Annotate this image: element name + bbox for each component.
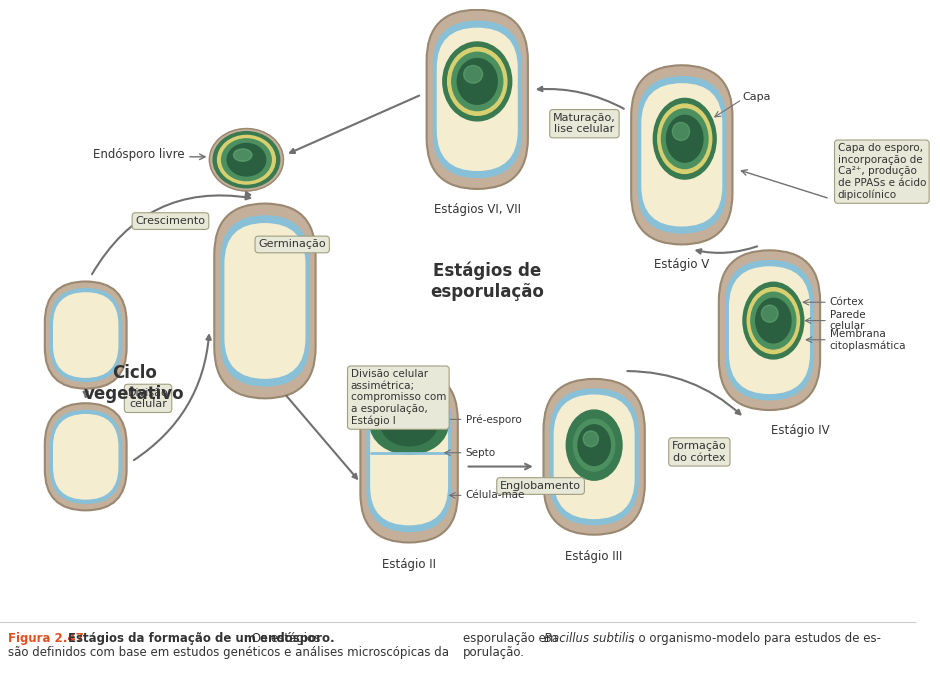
FancyBboxPatch shape <box>50 288 121 382</box>
Text: Formação
do córtex: Formação do córtex <box>672 441 727 463</box>
FancyBboxPatch shape <box>543 379 645 534</box>
Text: Membrana
citoplasmática: Membrana citoplasmática <box>830 329 906 351</box>
Text: Maturação,
lise celular: Maturação, lise celular <box>553 113 616 135</box>
Ellipse shape <box>658 104 712 173</box>
Ellipse shape <box>447 47 507 115</box>
Ellipse shape <box>370 394 448 454</box>
Text: Germinação: Germinação <box>258 239 326 249</box>
FancyBboxPatch shape <box>728 266 810 394</box>
Text: Célula-mãe: Célula-mãe <box>465 491 525 500</box>
Text: Divisão
celular: Divisão celular <box>128 388 168 409</box>
Text: Bacillus subtilis: Bacillus subtilis <box>543 632 634 645</box>
Ellipse shape <box>457 59 497 104</box>
FancyBboxPatch shape <box>50 410 121 504</box>
FancyBboxPatch shape <box>45 282 127 389</box>
Text: Englobamento: Englobamento <box>500 481 581 491</box>
Text: Estágio IV: Estágio IV <box>772 424 830 437</box>
Text: Capa: Capa <box>743 92 771 102</box>
Text: Endósporo livre: Endósporo livre <box>93 148 185 161</box>
Text: , o organismo-modelo para estudos de es-: , o organismo-modelo para estudos de es- <box>631 632 881 645</box>
Ellipse shape <box>573 419 615 471</box>
Ellipse shape <box>672 123 690 141</box>
Ellipse shape <box>393 410 418 427</box>
Ellipse shape <box>213 131 280 188</box>
FancyBboxPatch shape <box>225 223 306 379</box>
FancyBboxPatch shape <box>637 76 727 234</box>
FancyBboxPatch shape <box>367 381 452 532</box>
FancyBboxPatch shape <box>432 20 522 178</box>
FancyBboxPatch shape <box>214 204 316 398</box>
Ellipse shape <box>583 431 599 447</box>
FancyBboxPatch shape <box>631 65 732 245</box>
FancyBboxPatch shape <box>220 215 309 387</box>
Text: esporulação em: esporulação em <box>462 632 561 645</box>
Ellipse shape <box>662 109 708 168</box>
Text: são definidos com base em estudos genéticos e análises microscópicas da: são definidos com base em estudos genéti… <box>8 646 448 658</box>
Text: Estágio V: Estágio V <box>654 258 710 271</box>
FancyBboxPatch shape <box>437 28 518 171</box>
Text: Divisão celular
assimétrica;
compromisso com
a esporulação,
Estágio I: Divisão celular assimétrica; compromisso… <box>351 369 446 426</box>
Ellipse shape <box>747 288 800 354</box>
FancyBboxPatch shape <box>554 394 634 519</box>
FancyBboxPatch shape <box>725 260 814 400</box>
Ellipse shape <box>761 305 778 322</box>
FancyBboxPatch shape <box>45 403 127 510</box>
Ellipse shape <box>666 115 703 162</box>
Ellipse shape <box>751 293 796 349</box>
Text: Estágio II: Estágio II <box>382 558 436 571</box>
Text: Córtex: Córtex <box>830 297 865 307</box>
FancyBboxPatch shape <box>550 388 638 525</box>
Ellipse shape <box>443 42 511 121</box>
FancyBboxPatch shape <box>427 9 528 189</box>
Ellipse shape <box>653 98 716 179</box>
Ellipse shape <box>578 425 610 466</box>
Text: Crescimento: Crescimento <box>135 216 206 226</box>
FancyBboxPatch shape <box>370 388 448 525</box>
Text: Capa do esporo,
incorporação de
Ca²⁺, produção
de PPASs e ácido
dipicolínico: Capa do esporo, incorporação de Ca²⁺, pr… <box>838 143 926 200</box>
Ellipse shape <box>743 282 804 359</box>
Text: porulação.: porulação. <box>462 646 525 658</box>
FancyBboxPatch shape <box>53 414 118 499</box>
Text: Ciclo
vegetativo: Ciclo vegetativo <box>84 365 185 403</box>
Ellipse shape <box>217 135 275 184</box>
Text: Estágio III: Estágio III <box>566 550 623 563</box>
Text: Os estágios: Os estágios <box>248 632 321 645</box>
Text: Estágios VI, VII: Estágios VI, VII <box>433 203 521 216</box>
Ellipse shape <box>381 402 437 446</box>
Ellipse shape <box>463 65 482 83</box>
Ellipse shape <box>756 299 791 343</box>
Text: Parede
celular: Parede celular <box>830 310 866 332</box>
Text: Estágios da formação de um endósporo.: Estágios da formação de um endósporo. <box>69 632 335 645</box>
FancyBboxPatch shape <box>719 250 820 410</box>
Ellipse shape <box>222 139 272 181</box>
Ellipse shape <box>233 149 252 161</box>
Ellipse shape <box>210 129 284 191</box>
FancyBboxPatch shape <box>360 371 458 543</box>
Text: Pré-esporo: Pré-esporo <box>465 414 522 425</box>
Ellipse shape <box>566 410 622 480</box>
Ellipse shape <box>227 144 266 176</box>
FancyBboxPatch shape <box>641 83 722 226</box>
FancyBboxPatch shape <box>53 293 118 378</box>
Ellipse shape <box>452 53 503 111</box>
Text: Estágios de
esporulação: Estágios de esporulação <box>431 262 544 301</box>
Text: Septo: Septo <box>465 448 495 458</box>
Text: Figura 2.47: Figura 2.47 <box>8 632 84 645</box>
